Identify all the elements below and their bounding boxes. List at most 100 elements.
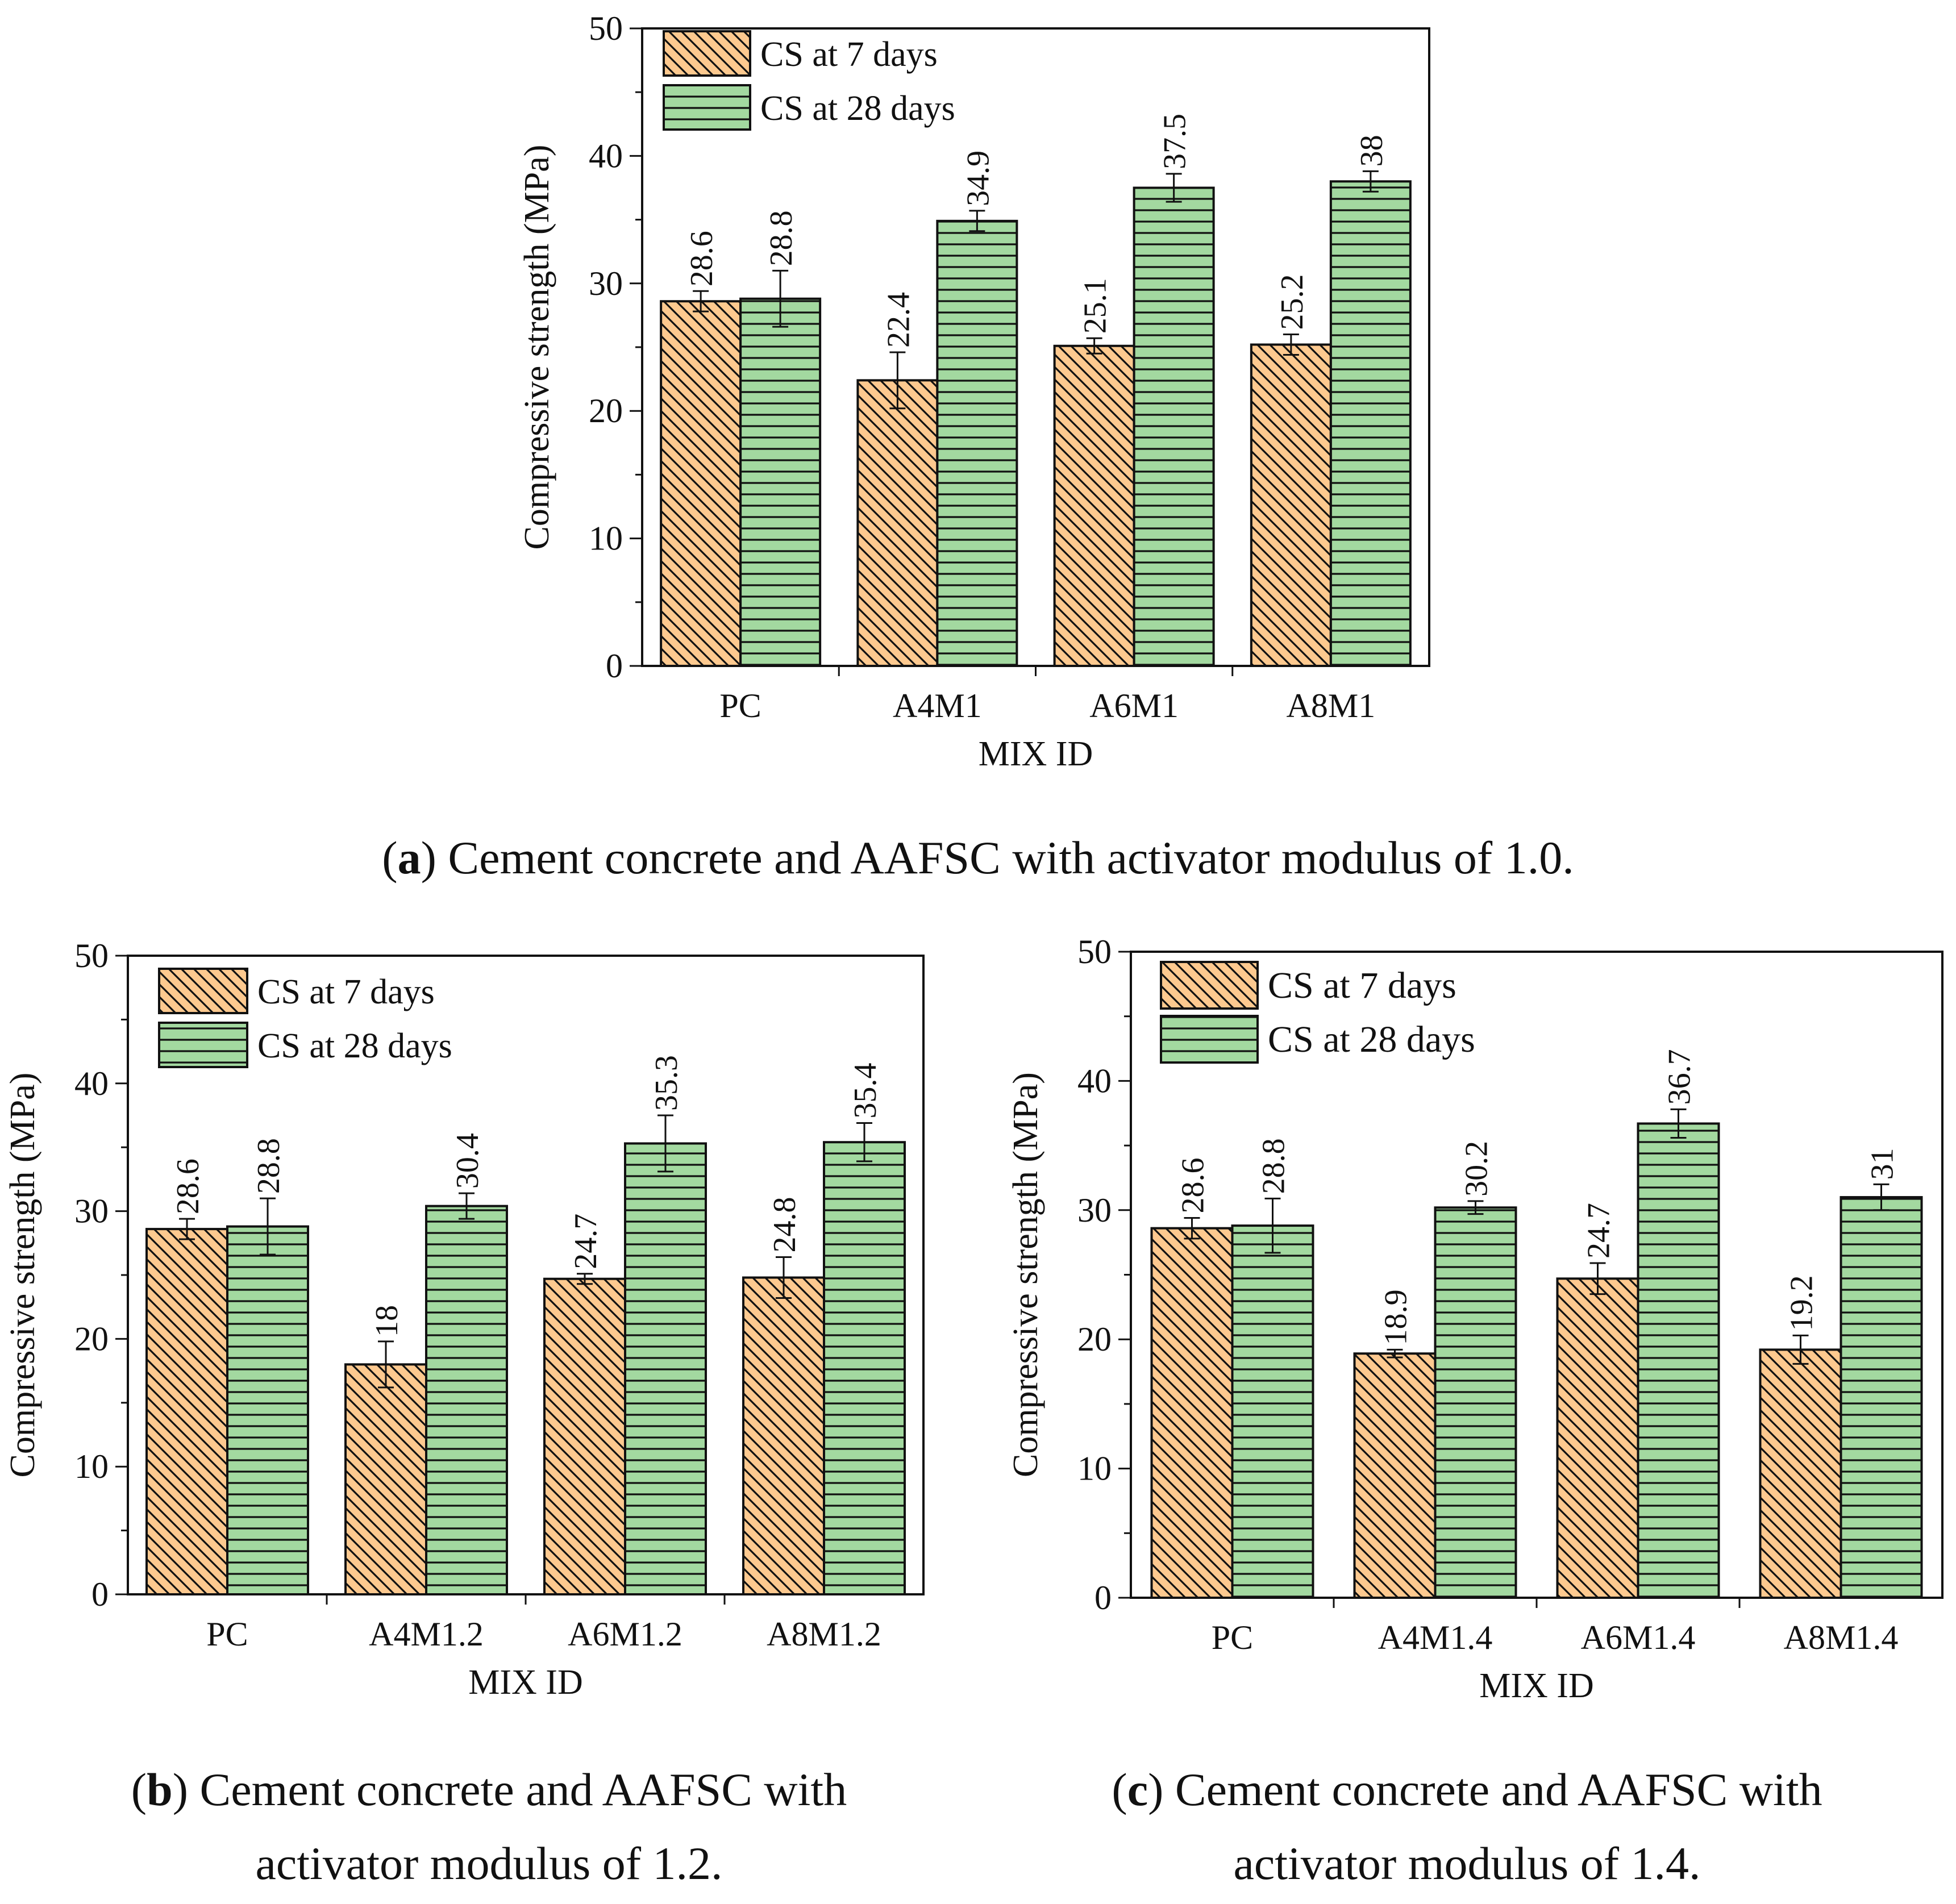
x-tick-label-c-3: A8M1.4: [1784, 1619, 1899, 1656]
y-tick-label-b-4: 40: [74, 1065, 109, 1102]
x-tick-label-b-0: PC: [206, 1615, 248, 1653]
x-tick-label-c-1: A4M1.4: [1378, 1619, 1493, 1656]
x-tick-label-b-1: A4M1.2: [369, 1615, 484, 1653]
legend-label-b-cs28: CS at 28 days: [257, 1027, 452, 1065]
x-tick-label-a-1: A4M1: [893, 687, 982, 724]
y-tick-label-a-3: 30: [589, 265, 623, 302]
caption-a: (a) Cement concrete and AAFSC with activ…: [382, 832, 1574, 884]
x-axis-title-c: MIX ID: [1479, 1666, 1593, 1705]
bar-a-cs28-2: [1133, 186, 1215, 667]
x-axis-title-a: MIX ID: [979, 735, 1093, 773]
y-tick-label-a-1: 10: [589, 520, 623, 557]
data-label-a-1-0: 28.8: [764, 210, 799, 266]
data-label-a-1-3: 38: [1354, 135, 1389, 166]
bar-c-cs7-0: [1150, 1227, 1234, 1599]
y-tick-label-c-4: 40: [1077, 1062, 1112, 1099]
data-label-b-1-1: 30.4: [450, 1133, 485, 1189]
bar-c-cs28-2: [1637, 1122, 1720, 1599]
chart-panel-c: 28.6 28.8 PC 18.9 30.2 A4M1.4 24.7 36.7 A6M1.4 19…: [1006, 933, 1943, 1705]
bar-b-cs28-2: [624, 1142, 707, 1596]
bar-c-cs28-0: [1231, 1224, 1314, 1599]
bar-a-cs7-3: [1250, 343, 1332, 667]
bar-b-cs28-1: [425, 1205, 508, 1595]
caption-b: (b) Cement concrete and AAFSC with activ…: [0, 1753, 978, 1901]
y-tick-label-b-2: 20: [74, 1320, 109, 1357]
y-tick-label-b-5: 50: [74, 937, 109, 974]
data-label-c-0-2: 24.7: [1582, 1203, 1617, 1259]
x-tick-label-c-2: A6M1.4: [1581, 1619, 1696, 1656]
legend-label-a-cs7: CS at 7 days: [760, 35, 938, 74]
y-tick-label-c-3: 30: [1077, 1191, 1112, 1229]
y-tick-label-a-0: 0: [606, 647, 623, 685]
data-label-a-1-2: 37.5: [1158, 114, 1193, 169]
legend-swatch-c-cs7: [1160, 961, 1259, 1010]
legend-label-a-cs28: CS at 28 days: [760, 89, 955, 128]
bar-c-cs7-1: [1353, 1352, 1437, 1599]
bar-a-cs7-1: [856, 379, 939, 667]
data-label-a-0-1: 22.4: [881, 292, 916, 348]
data-label-c-1-0: 28.8: [1256, 1138, 1292, 1194]
data-label-b-0-3: 24.8: [767, 1197, 802, 1253]
x-tick-label-c-0: PC: [1212, 1619, 1253, 1656]
y-axis-title-b: Compressive strength (MPa): [3, 1073, 42, 1478]
legend-swatch-a-cs7: [663, 30, 751, 77]
bar-a-cs7-0: [660, 300, 742, 667]
bar-b-cs28-0: [226, 1225, 309, 1595]
data-label-c-0-3: 19.2: [1784, 1275, 1820, 1331]
caption-b-line-2: activator modulus of 1.2.: [255, 1838, 723, 1889]
data-label-b-0-2: 24.7: [568, 1214, 604, 1269]
bar-c-cs7-2: [1556, 1277, 1639, 1599]
data-label-b-1-0: 28.8: [251, 1138, 286, 1194]
caption-c-line-2: activator modulus of 1.4.: [1233, 1838, 1701, 1889]
y-axis-title-a: Compressive strength (MPa): [518, 145, 556, 550]
legend-label-c-cs28: CS at 28 days: [1268, 1019, 1475, 1060]
y-axis-title-c: Compressive strength (MPa): [1006, 1072, 1045, 1477]
x-tick-label-b-2: A6M1.2: [568, 1615, 682, 1653]
data-label-b-1-2: 35.3: [649, 1055, 684, 1111]
data-label-c-1-3: 31: [1865, 1148, 1900, 1180]
y-tick-label-a-5: 50: [589, 10, 623, 47]
y-tick-label-a-4: 40: [589, 137, 623, 174]
y-tick-label-c-2: 20: [1077, 1320, 1112, 1358]
bar-a-cs28-3: [1329, 180, 1412, 667]
data-label-a-0-0: 28.6: [684, 231, 719, 286]
data-label-a-0-2: 25.1: [1078, 278, 1113, 334]
caption-c: (c) Cement concrete and AAFSC with activ…: [978, 1753, 1956, 1901]
data-label-c-0-0: 28.6: [1176, 1157, 1211, 1213]
data-label-a-1-1: 34.9: [960, 151, 996, 206]
x-tick-label-a-2: A6M1: [1089, 687, 1179, 724]
x-axis-title-b: MIX ID: [468, 1663, 582, 1702]
caption-a-letter: a: [397, 832, 421, 884]
bar-a-cs7-2: [1053, 344, 1135, 667]
chart-panel-b: 28.6 28.8 PC 18 30.4 A4M1.2 24.7 35.3 A6M1.2 24.8…: [3, 937, 925, 1702]
x-tick-label-a-0: PC: [719, 687, 761, 724]
legend-swatch-b-cs7: [158, 968, 248, 1014]
chart-panel-a: 28.6 28.8 PC 22.4 34.9 A4M1 25.1 37.5 A6M1 25.2 38…: [518, 10, 1430, 773]
legend-label-c-cs7: CS at 7 days: [1268, 965, 1456, 1006]
y-tick-label-b-0: 0: [91, 1576, 109, 1613]
caption-c-letter: c: [1127, 1764, 1148, 1815]
bar-b-cs7-0: [145, 1228, 228, 1595]
data-label-c-1-2: 36.7: [1662, 1049, 1697, 1105]
caption-c-line-1: ) Cement concrete and AAFSC with: [1148, 1764, 1822, 1815]
caption-b-line-1: ) Cement concrete and AAFSC with: [172, 1764, 847, 1815]
data-label-b-0-0: 28.6: [170, 1159, 206, 1214]
data-label-b-0-1: 18: [369, 1305, 405, 1337]
y-tick-label-c-5: 50: [1077, 933, 1112, 970]
legend-swatch-b-cs28: [158, 1022, 248, 1068]
data-label-a-0-3: 25.2: [1275, 274, 1310, 330]
legend-label-b-cs7: CS at 7 days: [257, 973, 435, 1011]
data-label-b-1-3: 35.4: [848, 1063, 883, 1118]
x-tick-label-a-3: A8M1: [1287, 687, 1376, 724]
bar-b-cs7-2: [543, 1277, 626, 1595]
bar-c-cs7-3: [1759, 1348, 1842, 1599]
y-tick-label-b-3: 30: [74, 1193, 109, 1230]
bar-b-cs7-3: [742, 1276, 825, 1596]
caption-b-letter: b: [147, 1764, 173, 1815]
bar-c-cs28-3: [1840, 1196, 1923, 1599]
data-label-c-0-1: 18.9: [1379, 1289, 1414, 1345]
bar-b-cs7-1: [344, 1363, 427, 1596]
y-tick-label-c-1: 10: [1077, 1450, 1112, 1488]
y-tick-label-a-2: 20: [589, 392, 623, 430]
